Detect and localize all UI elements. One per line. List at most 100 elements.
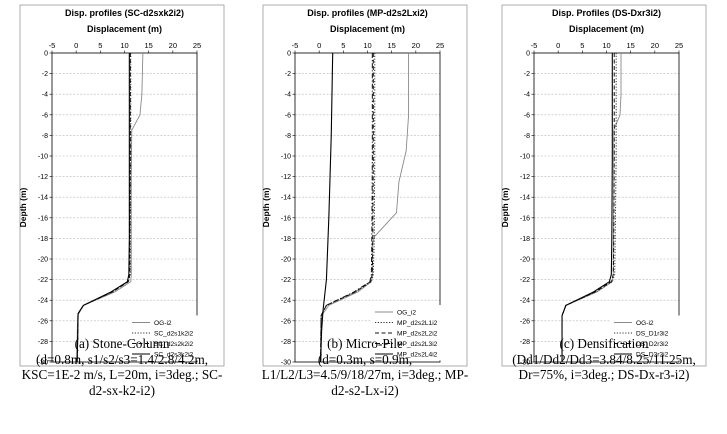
- y-tick-label: 0: [44, 51, 48, 58]
- caption-stone-column: (a) Stone-Column (d=0.8m, s1/s2/s3=1.4/2…: [2, 336, 242, 398]
- legend-label: MP_d2s2L1i2: [397, 320, 438, 327]
- x-tick-label: -5: [531, 41, 538, 50]
- y-tick-label: -24: [281, 298, 291, 305]
- y-tick-label: -28: [38, 339, 48, 346]
- y-axis-label: Depth (m): [261, 188, 271, 228]
- y-tick-label: -12: [520, 174, 530, 181]
- y-axis-label: Depth (m): [500, 188, 510, 228]
- y-tick-label: -24: [520, 298, 530, 305]
- plot-area: [533, 52, 680, 363]
- y-tick-label: -14: [38, 195, 48, 202]
- y-tick-label: -24: [38, 298, 48, 305]
- legend-label: OG-i2: [154, 320, 172, 327]
- y-tick-label: -4: [524, 92, 530, 99]
- y-tick-label: -18: [520, 236, 530, 243]
- y-tick-label: 0: [287, 51, 291, 58]
- y-tick-label: -26: [281, 318, 291, 325]
- chart-micro-pile: Disp. profiles (MP-d2s2Lxi2) Displacement…: [261, 4, 468, 367]
- x-axis-label: Displacement (m): [87, 24, 162, 34]
- y-tick-label: -4: [285, 92, 291, 99]
- series-line: [320, 52, 334, 363]
- caption-line: (a) Stone-Column: [74, 336, 170, 351]
- y-tick-label: -22: [38, 277, 48, 284]
- legend-label: OG-i2: [636, 320, 654, 327]
- x-tick-label: 20: [412, 41, 420, 50]
- y-tick-label: -28: [281, 339, 291, 346]
- y-tick-label: -18: [38, 236, 48, 243]
- y-tick-label: -12: [281, 174, 291, 181]
- y-tick-label: -20: [38, 257, 48, 264]
- y-tick-label: -16: [38, 215, 48, 222]
- y-tick-label: -26: [38, 318, 48, 325]
- y-tick-label: -10: [520, 154, 530, 161]
- caption-line: (d=0.8m, s1/s2/s3=1.4/2.8/4.2m,: [35, 351, 209, 367]
- y-tick-label: -26: [520, 318, 530, 325]
- y-tick-label: -8: [285, 133, 291, 140]
- x-tick-label: 15: [144, 41, 152, 50]
- x-tick-label: 5: [580, 41, 584, 50]
- x-tick-label: 20: [169, 41, 177, 50]
- x-tick-label: 25: [436, 41, 444, 50]
- y-tick-label: -18: [281, 236, 291, 243]
- y-tick-label: -8: [524, 133, 530, 140]
- caption-line: Dr=75%, i=3deg.; DS-Dx-r3-i2): [518, 367, 690, 382]
- plot-area: [51, 52, 198, 363]
- y-tick-label: -2: [285, 71, 291, 78]
- chart-frame: [19, 4, 225, 367]
- x-tick-label: 5: [98, 41, 102, 50]
- caption-line: d2-sx-k2-i2): [89, 382, 155, 398]
- caption-line: (Dd1/Dd2/Dd3=3.84/8.25/11.25m,: [512, 351, 696, 367]
- chart-title: Disp. profiles (SC-d2sxk2i2): [65, 8, 184, 18]
- x-tick-label: 10: [120, 41, 128, 50]
- caption-line: (d=0.3m, s=0.9m,: [317, 351, 413, 367]
- x-tick-label: -5: [292, 41, 299, 50]
- y-tick-label: -10: [38, 154, 48, 161]
- caption-micro-pile: (b) Micro-Pile (d=0.3m, s=0.9m, L1/L2/L3…: [245, 336, 485, 398]
- chart-stone-column: Disp. profiles (SC-d2sxk2i2) Displacement…: [18, 4, 225, 367]
- x-tick-label: 20: [651, 41, 659, 50]
- y-tick-label: -30: [520, 360, 530, 367]
- y-axis-label: Depth (m): [18, 188, 28, 228]
- caption-line: (c) Densification: [559, 336, 649, 351]
- x-tick-label: 5: [341, 41, 345, 50]
- legend-label: DS_D1r3i2: [636, 331, 669, 338]
- y-tick-label: -6: [42, 112, 48, 119]
- chart-title: Disp. profiles (MP-d2s2Lxi2): [307, 8, 428, 18]
- y-tick-label: -6: [524, 112, 530, 119]
- legend-label: DS_D2r3i2: [636, 341, 669, 348]
- legend-box: [129, 315, 199, 361]
- y-tick-label: -22: [281, 277, 291, 284]
- caption-line: d2-s2-Lx-i2): [331, 382, 399, 398]
- x-axis-label: Displacement (m): [330, 24, 405, 34]
- x-tick-label: 25: [193, 41, 201, 50]
- legend-label: MP_d2s2L3i2: [397, 341, 438, 348]
- y-tick-label: -2: [42, 71, 48, 78]
- panel-micro-pile: Disp. profiles (MP-d2s2Lxi2) Displacement…: [257, 4, 477, 434]
- panel-stone-column: Disp. profiles (SC-d2sxk2i2) Displacement…: [14, 4, 234, 434]
- legend-label: SC_d2s2k2i2: [154, 341, 194, 348]
- legend-box: [611, 315, 681, 361]
- panel-densification: Disp. Profiles (DS-Dxr3i2) Displacement (…: [496, 4, 716, 434]
- legend-label: MP_d2s2L2i2: [397, 331, 438, 338]
- y-tick-label: -4: [42, 92, 48, 99]
- x-tick-label: 0: [74, 41, 78, 50]
- x-tick-label: 0: [317, 41, 321, 50]
- y-tick-label: 0: [526, 51, 530, 58]
- x-tick-label: 15: [626, 41, 634, 50]
- y-tick-label: -22: [520, 277, 530, 284]
- series-line: [76, 53, 131, 363]
- y-tick-label: -8: [42, 133, 48, 140]
- y-tick-label: -10: [281, 154, 291, 161]
- legend-label: MP_d2s2L4i2: [397, 352, 438, 359]
- y-tick-label: -20: [520, 257, 530, 264]
- legend-label: DS_D3r3i2: [636, 352, 669, 359]
- series-line: [76, 53, 130, 363]
- y-tick-label: -28: [520, 339, 530, 346]
- x-tick-label: 0: [556, 41, 560, 50]
- caption-line: (b) Micro-Pile: [327, 336, 403, 351]
- y-tick-label: -16: [281, 215, 291, 222]
- chart-frame: [501, 4, 707, 367]
- plot-area: [294, 52, 441, 363]
- caption-densification: (c) Densification (Dd1/Dd2/Dd3=3.84/8.25…: [484, 336, 724, 383]
- x-axis-label: Displacement (m): [569, 24, 644, 34]
